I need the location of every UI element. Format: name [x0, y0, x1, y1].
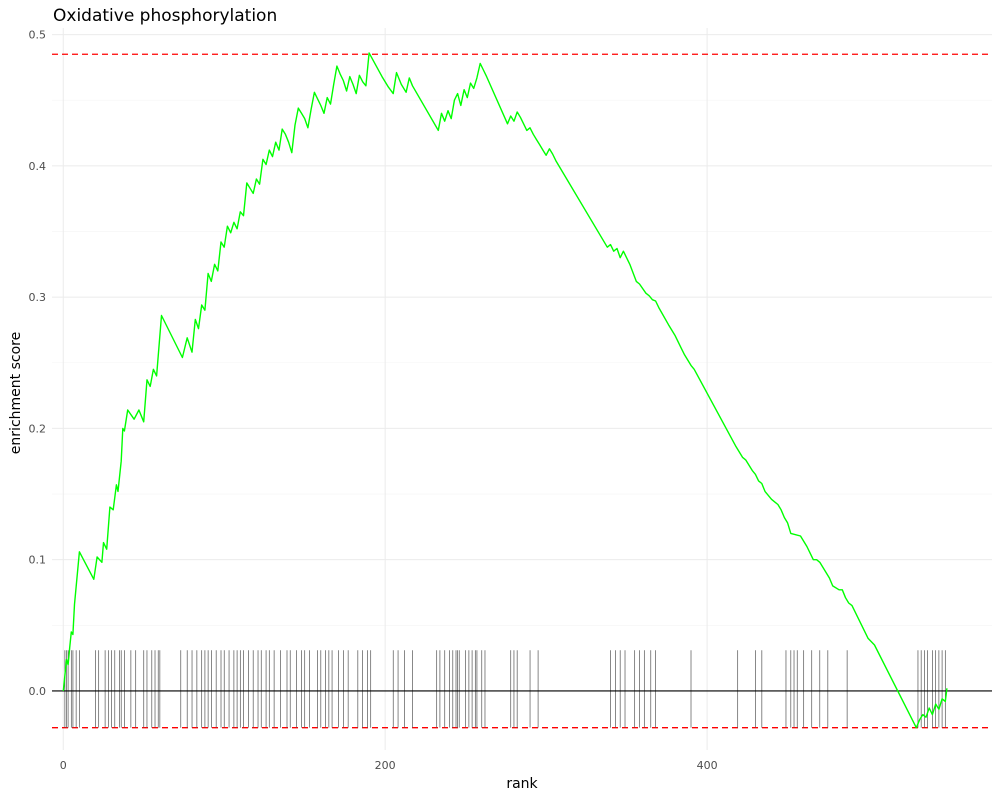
threshold-lines: [52, 53, 992, 729]
chart-title: Oxidative phosphorylation: [53, 6, 277, 26]
y-tick-label: 0.2: [29, 422, 47, 435]
running-score-line: [62, 52, 948, 729]
x-tick-label: 0: [60, 759, 67, 772]
hit-ticks: [64, 650, 946, 728]
y-tick-label: 0.3: [29, 291, 47, 304]
x-axis-tick-labels: 0 200 400: [60, 759, 718, 772]
y-tick-label: 0.4: [29, 160, 47, 173]
y-tick-label: 0.0: [29, 685, 47, 698]
grid-lines: [52, 28, 992, 750]
series-line: [62, 52, 948, 729]
y-axis-title: enrichment score: [8, 332, 24, 454]
y-tick-label: 0.5: [29, 29, 47, 42]
y-axis-tick-labels: 0.0 0.1 0.2 0.3 0.4 0.5: [29, 29, 47, 698]
x-tick-label: 400: [697, 759, 718, 772]
x-tick-label: 200: [375, 759, 396, 772]
x-axis-title: rank: [506, 776, 538, 792]
y-tick-label: 0.1: [29, 554, 47, 567]
